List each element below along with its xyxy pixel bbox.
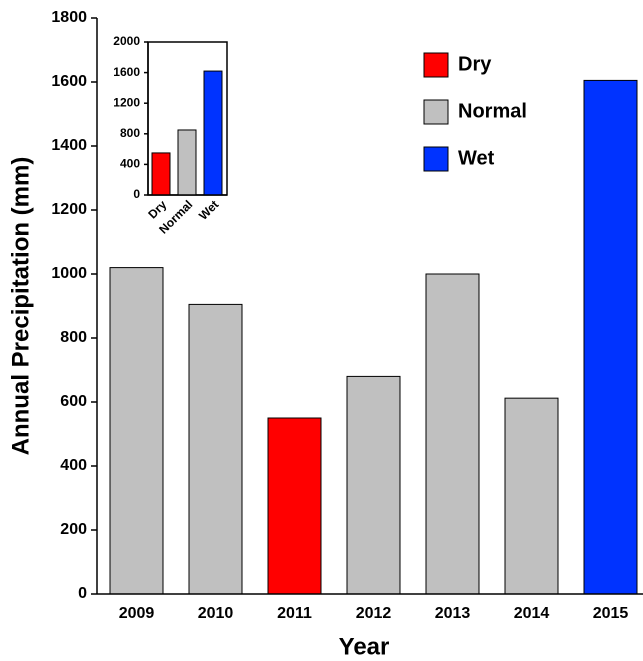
legend-label: Dry [458,53,492,75]
bar [504,397,559,595]
legend-swatch [423,146,449,172]
x-tick-label: 2011 [277,605,312,622]
y-tick-label: 800 [60,329,87,346]
legend-label: Normal [458,100,527,122]
x-tick-label: 2010 [198,605,234,622]
x-tick-label: 2009 [119,605,155,622]
y-tick-label: 0 [133,187,140,201]
bar [203,70,223,196]
y-tick-label: 400 [120,157,140,171]
x-axis-title: Year [339,633,390,660]
y-tick-label: 1000 [51,265,87,282]
bar [583,79,638,595]
y-tick-label: 200 [60,521,87,538]
bar [346,375,401,595]
x-tick-label: 2013 [435,605,471,622]
bar [425,273,480,595]
bar [177,129,197,196]
y-tick-label: 0 [78,585,87,602]
x-tick-label: 2015 [593,605,629,622]
y-tick-label: 2000 [113,34,140,48]
y-tick-label: 1200 [51,201,87,218]
bar [151,152,171,196]
y-axis-title: Annual Precipitation (mm) [7,157,34,456]
legend-swatch [423,99,449,125]
y-tick-label: 1600 [51,73,87,90]
x-tick-label: Wet [196,197,221,222]
y-tick-label: 1600 [113,65,140,79]
legend-swatch [423,52,449,78]
y-tick-label: 400 [60,457,87,474]
y-tick-label: 1800 [51,9,87,26]
bar [267,417,322,595]
y-tick-label: 600 [60,393,87,410]
legend-label: Wet [458,147,495,169]
y-tick-label: 1200 [113,95,140,109]
bar [109,267,164,595]
x-tick-label: 2014 [514,605,550,622]
x-tick-label: 2012 [356,605,392,622]
y-tick-label: 800 [120,126,140,140]
bar [188,303,243,595]
y-tick-label: 1400 [51,137,87,154]
